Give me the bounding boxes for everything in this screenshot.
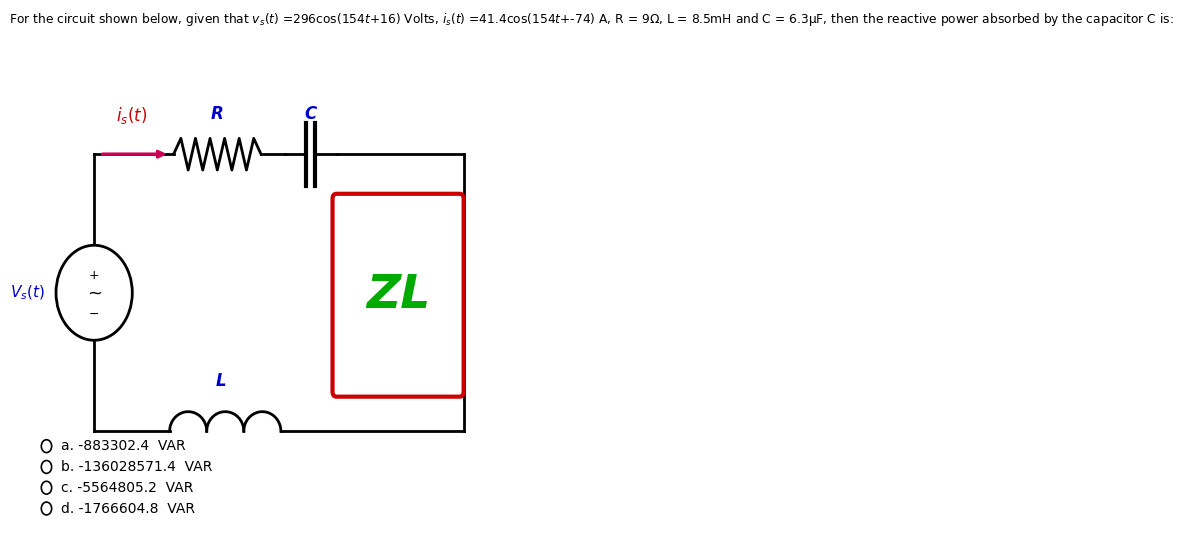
- Text: L: L: [216, 372, 227, 390]
- Text: a. -883302.4  VAR: a. -883302.4 VAR: [61, 439, 186, 453]
- Text: ZL: ZL: [366, 273, 431, 318]
- Text: ~: ~: [86, 285, 102, 303]
- Text: −: −: [89, 308, 100, 321]
- FancyBboxPatch shape: [332, 194, 463, 397]
- Text: C: C: [305, 104, 317, 123]
- Text: b. -136028571.4  VAR: b. -136028571.4 VAR: [61, 460, 212, 474]
- Text: +: +: [89, 270, 100, 282]
- Text: R: R: [211, 104, 223, 123]
- Text: $\mathit{V_s(t)}$: $\mathit{V_s(t)}$: [10, 284, 44, 302]
- Text: c. -5564805.2  VAR: c. -5564805.2 VAR: [61, 481, 193, 495]
- Text: d. -1766604.8  VAR: d. -1766604.8 VAR: [61, 501, 194, 515]
- Text: For the circuit shown below, given that $v_s(t)$ =296cos(154$t$+16) Volts, $i_s(: For the circuit shown below, given that …: [10, 11, 1174, 27]
- Text: $\mathit{i_s(t)}$: $\mathit{i_s(t)}$: [116, 105, 148, 126]
